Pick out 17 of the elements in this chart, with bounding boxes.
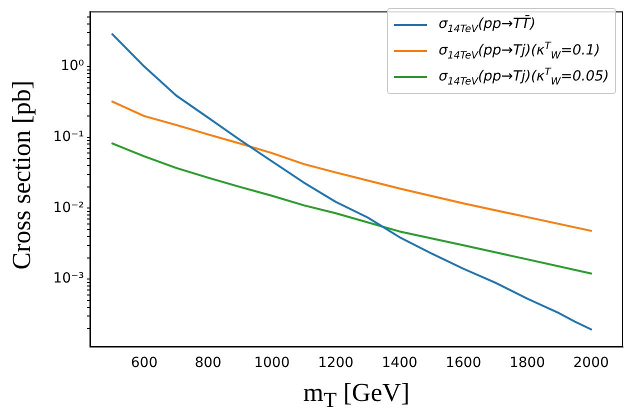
y-tick-label: 10⁻³ [53, 270, 84, 287]
x-axis-title: m$_{T}$ [GeV] [302, 378, 411, 414]
y-tick-label: 10⁻¹ [53, 129, 84, 146]
legend-label: σ$_{14TeV}$(pp→TT̄) [438, 16, 536, 34]
legend-label: σ$_{14TeV}$(pp→Tj)(κ$^{T}$$_{W}$=0.05) [438, 66, 609, 88]
x-tick-label: 1400 [382, 355, 418, 372]
y-tick-label: 10⁻² [53, 200, 84, 216]
x-tick-label: 2000 [573, 355, 609, 372]
y-tick-label: 10⁰ [60, 58, 84, 74]
x-tick-label: 1000 [254, 355, 290, 372]
x-tick-label: 800 [194, 355, 222, 372]
x-tick-label: 600 [130, 355, 158, 372]
x-tick-label: 1800 [509, 355, 546, 372]
y-axis-title: Cross section [pb] [7, 79, 37, 272]
x-tick-label: 1200 [318, 355, 354, 372]
legend-label: σ$_{14TeV}$(pp→Tj)(κ$^{T}$$_{W}$=0.1) [438, 40, 600, 62]
x-tick-label: 1600 [446, 355, 482, 372]
